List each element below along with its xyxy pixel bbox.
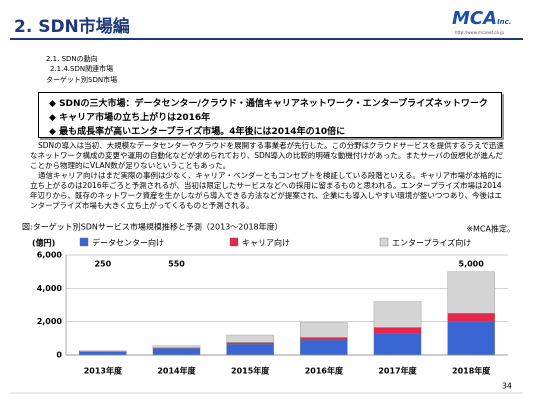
total-label: 5,000: [459, 260, 485, 269]
paragraph: SDNの導入は当初、大規模なデータセンターやクラウドを展開する事業者が先行した。…: [30, 141, 504, 170]
total-label: 250: [94, 260, 111, 269]
bar-segment: [226, 342, 274, 345]
logo: MCAInc.: [452, 8, 511, 29]
bar-segment: [79, 351, 127, 356]
bar-segment: [373, 333, 422, 356]
logo-name: MCA: [452, 8, 498, 29]
bar-segment: [79, 350, 127, 352]
legend-swatch: [379, 237, 389, 247]
legend-swatch: [229, 237, 239, 247]
x-tick-label: 2013年度: [84, 366, 123, 376]
x-tick-label: 2018年度: [452, 366, 491, 376]
bar-segment: [373, 301, 422, 328]
page-title: 2. SDN市場編: [14, 17, 130, 37]
breadcrumb: 2.1. SDNの動向: [46, 55, 98, 63]
logo-suffix: Inc.: [497, 18, 512, 26]
breadcrumb: ターゲット別SDN市場: [46, 76, 118, 84]
body-text: SDNの導入は当初、大規模なデータセンターやクラウドを展開する事業者が先行した。…: [30, 141, 507, 211]
bar-segment: [300, 322, 348, 338]
y-tick-label: 4,000: [37, 284, 63, 293]
highlight: 最も成長率が高いエンタープライズ市場。4年後には2014年の10倍に: [49, 124, 345, 137]
highlight-box: SDNの三大市場：データセンター/クラウド・通信キャリアネットワーク・エンタープ…: [38, 92, 502, 138]
paragraph: 通信キャリア向けはまだ実際の事例は少なく、キャリア・ベンダーともコンセプトを検証…: [30, 171, 503, 210]
bar-segment: [447, 313, 495, 322]
x-tick-label: 2017年度: [378, 366, 417, 376]
x-tick-label: 2016年度: [305, 366, 344, 376]
bar-segment: [300, 337, 348, 341]
highlight: SDNの三大市場：データセンター/クラウド・通信キャリアネットワーク・エンタープ…: [49, 96, 488, 109]
bar-segment: [152, 348, 201, 356]
bar-segment: [373, 327, 422, 334]
y-tick-label: 6,000: [37, 251, 63, 260]
logo-url: http://www.mcanet.co.jp: [455, 30, 504, 35]
total-label: 550: [168, 260, 185, 269]
title-rule: [10, 38, 523, 40]
bar-segment: [226, 344, 274, 356]
y-tick-label: 0: [56, 351, 62, 360]
page-number: 34: [502, 382, 512, 391]
bar-segment: [226, 334, 274, 343]
legend-swatch: [79, 237, 89, 247]
y-tick-label: 2,000: [37, 317, 63, 326]
legend-label: データセンター向け: [92, 238, 164, 248]
bar-segment: [152, 345, 201, 348]
chart-title: 図:ターゲット別SDNサービス市場規模推移と予測（2013～2018年度）: [22, 222, 283, 232]
chart-note: ※MCA推定。: [466, 224, 515, 234]
x-tick-label: 2014年度: [157, 366, 196, 376]
bar-segment: [300, 339, 348, 356]
y-axis-label: (億円): [32, 238, 55, 248]
bar-segment: [447, 321, 495, 356]
legend-label: エンタープライズ向け: [392, 238, 471, 248]
x-tick-label: 2015年度: [231, 366, 270, 376]
breadcrumb: 2.1.4.SDN関連市場: [50, 65, 114, 73]
highlight: キャリア市場の立ち上がりは2016年: [49, 110, 210, 123]
bar-segment: [447, 271, 495, 314]
legend-label: キャリア向け: [242, 238, 290, 248]
